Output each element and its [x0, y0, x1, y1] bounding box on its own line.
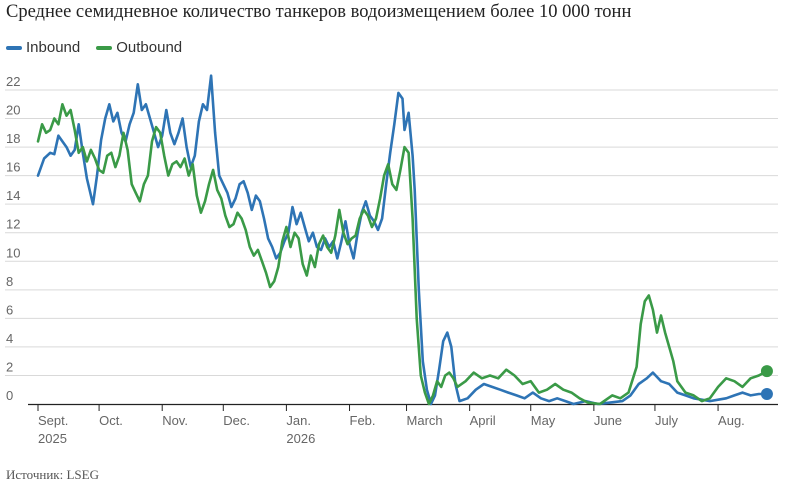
- x-tick-label-4-1: 2026: [286, 431, 315, 446]
- series-lines: [36, 74, 773, 406]
- y-tick-label-20: 20: [6, 103, 20, 118]
- y-tick-label-4: 4: [6, 331, 13, 346]
- legend-swatch-inbound: [6, 45, 22, 50]
- legend-item-inbound: Inbound: [6, 39, 80, 56]
- x-tick-label-2-0: Nov.: [162, 413, 188, 428]
- legend-label-inbound: Inbound: [26, 39, 81, 56]
- legend-swatch-outbound: [96, 45, 113, 50]
- x-tick-label-10-0: July: [655, 413, 679, 428]
- x-tick-label-1-0: Oct.: [99, 413, 123, 428]
- y-tick-label-14: 14: [6, 188, 20, 203]
- chart-legend: Inbound Outbound: [6, 39, 198, 56]
- x-tick-label-3-0: Dec.: [223, 413, 250, 428]
- source-note: Источник: LSEG: [6, 467, 99, 482]
- y-tick-label-22: 22: [6, 74, 20, 89]
- chart-title: Среднее семидневное количество танкеров …: [6, 2, 632, 22]
- y-tick-label-12: 12: [6, 217, 20, 232]
- y-tick-label-2: 2: [6, 359, 13, 374]
- y-tick-label-10: 10: [6, 245, 20, 260]
- x-tick-label-9-0: June: [594, 413, 622, 428]
- y-axis-labels: 0 2 4 6 8 10 12 14 16 18 20 22: [6, 74, 20, 403]
- series-line-inbound: [36, 74, 769, 406]
- x-tick-label-11-0: Aug.: [718, 413, 745, 428]
- x-tick-label-0-1: 2025: [38, 431, 67, 446]
- y-tick-label-8: 8: [6, 274, 13, 289]
- y-tick-label-16: 16: [6, 160, 20, 175]
- y-tick-label-6: 6: [6, 302, 13, 317]
- x-tick-label-5-0: Feb.: [350, 413, 376, 428]
- x-tick-label-4-0: Jan.: [286, 413, 311, 428]
- series-end-marker-outbound: [760, 365, 773, 378]
- legend-label-outbound: Outbound: [116, 39, 183, 56]
- x-tick-label-8-0: May: [531, 413, 556, 428]
- x-tick-label-0-0: Sept.: [38, 413, 68, 428]
- y-tick-label-0: 0: [6, 388, 13, 403]
- legend-item-outbound: Outbound: [96, 39, 182, 56]
- series-line-outbound: [36, 103, 769, 406]
- x-axis: Sept. 2025 Oct. Nov. Dec. Jan. 2026 Feb. March Ap…: [28, 403, 778, 446]
- x-tick-label-6-0: March: [407, 413, 443, 428]
- x-tick-label-7-0: April: [470, 413, 496, 428]
- y-tick-label-18: 18: [6, 131, 20, 146]
- series-end-marker-inbound: [760, 388, 773, 401]
